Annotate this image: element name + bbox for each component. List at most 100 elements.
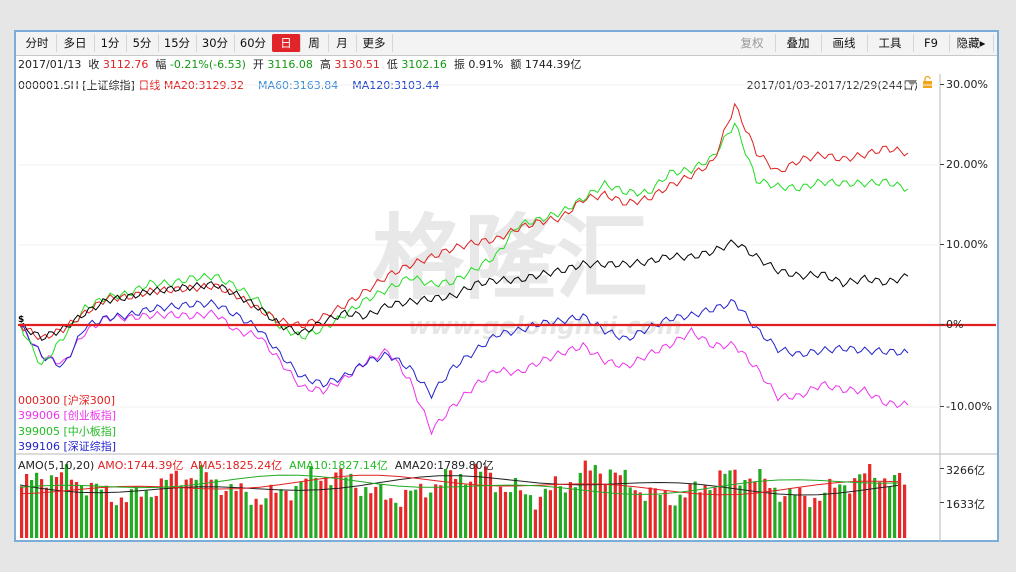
volume-bar: [324, 477, 328, 538]
volume-bar: [708, 490, 712, 538]
period-10-button[interactable]: 更多: [356, 34, 393, 52]
period-4-button[interactable]: 15分: [158, 34, 197, 52]
ama20-value: AMA20:1789.80亿: [394, 459, 494, 472]
volume-bar: [35, 472, 39, 538]
volume-bar: [883, 478, 887, 538]
y-tick-1: 20.00%: [940, 158, 996, 172]
volume-bar: [488, 472, 493, 538]
volume-bar: [673, 505, 677, 538]
volume-bar: [698, 492, 702, 538]
volume-bar: [424, 497, 428, 538]
volume-bar: [818, 500, 822, 538]
volume-bar: [219, 495, 223, 538]
volume-bar: [339, 468, 343, 538]
volume-bar: [419, 483, 423, 538]
volume-bar: [608, 469, 612, 538]
volume-bar: [768, 488, 772, 538]
volume-bar: [573, 487, 577, 538]
volume-bar: [309, 466, 313, 538]
volume-bar: [568, 482, 572, 538]
watermark-text: 格隆汇: [372, 205, 648, 312]
range-dropdown-icon[interactable]: [907, 80, 917, 87]
y-tick-4: -10.00%: [940, 400, 996, 414]
volume-bar: [139, 496, 143, 538]
volume-bar: [838, 484, 842, 538]
volume-bar: [863, 473, 867, 538]
volume-bar: [678, 494, 682, 538]
open-label: 开: [252, 58, 264, 71]
lock-icon[interactable]: [923, 75, 932, 89]
volume-bar: [439, 485, 443, 538]
volume-bar: [469, 481, 473, 538]
legend-zxb: 399005 [中小板指]: [18, 425, 117, 438]
volume-bar: [798, 487, 802, 538]
volume-bar: [593, 465, 597, 538]
volume-bar: [344, 477, 348, 538]
period-3-button[interactable]: 5分: [126, 34, 159, 52]
volume-bar: [888, 486, 892, 538]
chart-window: [14, 30, 999, 542]
period-2-button[interactable]: 1分: [94, 34, 127, 52]
volume-bar: [294, 486, 298, 538]
volume-bar: [109, 501, 113, 538]
volume-bar: [808, 507, 812, 538]
volume-bar: [548, 490, 552, 538]
volume-bar: [364, 487, 368, 538]
volume-bar: [653, 488, 657, 538]
volume-bar: [878, 482, 882, 538]
period-8-button[interactable]: 周: [300, 34, 329, 52]
period-5-button[interactable]: 30分: [196, 34, 235, 52]
volume-bar: [229, 484, 233, 538]
volume-bar: [409, 490, 413, 538]
volume-bar: [279, 489, 283, 538]
volume-bar: [828, 478, 832, 538]
volume-bar: [533, 509, 537, 538]
volume-bar: [688, 484, 692, 538]
volume-bar: [868, 464, 872, 538]
volume-bar: [643, 500, 647, 538]
volume-bar: [613, 472, 617, 538]
volume-bar: [783, 496, 787, 538]
tool-2-button[interactable]: 画线: [821, 34, 868, 52]
volume-bar: [44, 487, 49, 538]
volume-bar: [359, 495, 363, 538]
high-value: 3130.51: [334, 58, 380, 71]
period-0-button[interactable]: 分时: [18, 34, 57, 52]
period-1-button[interactable]: 多日: [56, 34, 95, 52]
volume-bar: [179, 485, 183, 538]
ama-lines: [19, 474, 899, 496]
volume-bar: [623, 469, 627, 538]
volume-bar: [404, 489, 408, 538]
tool-4-button[interactable]: F9: [913, 34, 950, 52]
volume-bar: [399, 506, 403, 538]
volume-bar: [334, 472, 338, 538]
tool-0-button[interactable]: 复权: [729, 34, 776, 52]
high-label: 高: [319, 58, 331, 71]
volume-bar: [89, 482, 93, 538]
volume-bar: [94, 483, 98, 538]
volume-bar: [384, 499, 388, 538]
volume-bar: [244, 491, 248, 538]
volume-bar: [314, 477, 318, 538]
volume-bar: [743, 480, 747, 538]
low-value: 3102.16: [401, 58, 447, 71]
volume-bar: [274, 492, 278, 538]
vol-tick-1: 1633亿: [940, 496, 996, 511]
volume-bar: [843, 485, 847, 538]
period-9-button[interactable]: 月: [328, 34, 357, 52]
low-label: 低: [386, 58, 398, 71]
volume-bar: [668, 505, 672, 538]
amount-label: 额: [510, 58, 522, 71]
volume-bar: [114, 505, 118, 538]
volume-bar: [214, 479, 218, 538]
volume-bar: [414, 489, 418, 538]
tool-1-button[interactable]: 叠加: [775, 34, 822, 52]
volume-bar: [658, 494, 662, 538]
volume-bar: [434, 484, 438, 538]
tool-5-button[interactable]: 隐藏▸: [949, 34, 994, 52]
volume-bar: [444, 469, 448, 538]
period-7-button[interactable]: 日: [272, 34, 301, 52]
tool-3-button[interactable]: 工具: [867, 34, 914, 52]
y-tick-label: 0%: [946, 318, 964, 331]
